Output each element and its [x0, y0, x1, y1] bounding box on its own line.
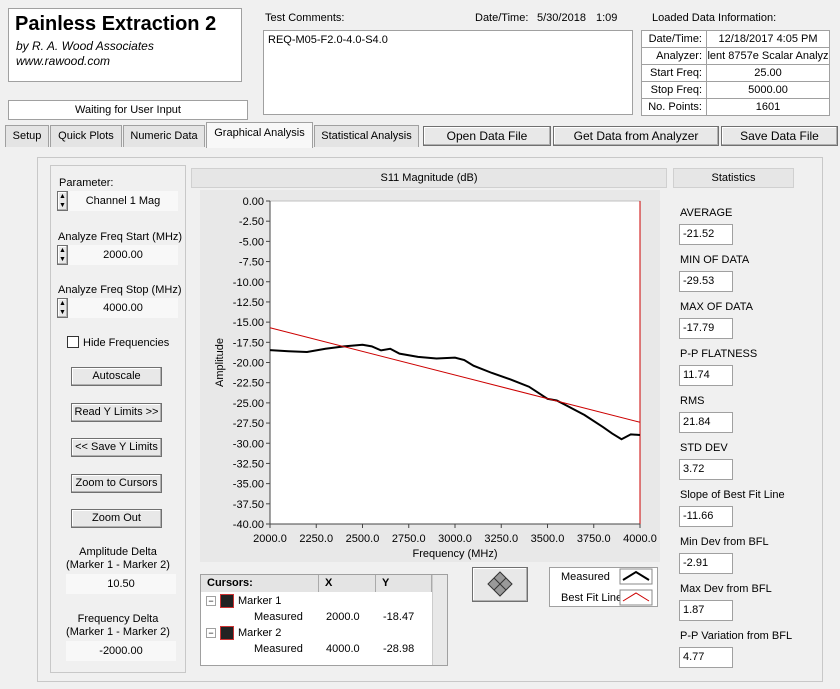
app-url: www.rawood.com: [16, 54, 111, 68]
loaded-value: 12/18/2017 4:05 PM: [706, 30, 830, 48]
marker-icon: [220, 626, 234, 640]
stat-value: -29.53: [679, 271, 733, 292]
trace-name: Measured: [254, 643, 303, 655]
expander[interactable]: −: [206, 596, 216, 606]
control-button[interactable]: Read Y Limits >>: [71, 402, 162, 422]
checkbox[interactable]: [67, 336, 79, 348]
hide-label: Hide Frequencies: [83, 337, 170, 349]
cursor-header: Y: [376, 575, 432, 592]
parameter-label: Parameter:: [59, 177, 114, 189]
cursor-header: Cursors:: [201, 575, 319, 592]
start-input[interactable]: 2000.00: [68, 245, 178, 265]
app-title: Painless Extraction 2: [15, 13, 217, 35]
stat-value: 4.77: [679, 647, 733, 668]
loaded-label: Date/Time:: [641, 30, 707, 48]
stat-value: -11.66: [679, 506, 733, 527]
datetime-label: Date/Time:: [475, 12, 529, 24]
stats-header: Statistics: [673, 168, 794, 188]
stat-value: -2.91: [679, 553, 733, 574]
trace-name: Measured: [254, 611, 303, 623]
loaded-title: Loaded Data Information:: [652, 12, 777, 24]
cursor-move-button[interactable]: [472, 567, 528, 602]
marker-icon: [220, 594, 234, 608]
comments-label: Test Comments:: [265, 12, 345, 24]
tab[interactable]: Statistical Analysis: [314, 125, 419, 147]
stat-label: P-P FLATNESS: [680, 348, 758, 360]
stop-input[interactable]: 4000.00: [68, 298, 178, 318]
stat-label: Slope of Best Fit Line: [680, 489, 785, 501]
expander[interactable]: −: [206, 628, 216, 638]
marker-name: Marker 1: [238, 595, 282, 607]
control-button[interactable]: << Save Y Limits: [71, 438, 162, 457]
action-button[interactable]: Get Data from Analyzer: [553, 126, 719, 146]
tab[interactable]: Graphical Analysis: [206, 122, 313, 148]
cursor-y: -28.98: [383, 643, 415, 655]
date: 5/30/2018: [537, 12, 586, 24]
logo-box: Painless Extraction 2 by R. A. Wood Asso…: [8, 8, 242, 82]
cursor-x: 4000.0: [326, 643, 360, 655]
action-button[interactable]: Open Data File: [423, 126, 551, 146]
loaded-value: 1601: [706, 98, 830, 116]
cursor-y: -18.47: [383, 611, 415, 623]
stat-value: 21.84: [679, 412, 733, 433]
stop-label: Analyze Freq Stop (MHz): [58, 284, 182, 296]
loaded-value: 5000.00: [706, 81, 830, 99]
scrollbar[interactable]: [432, 575, 447, 665]
stat-label: STD DEV: [680, 442, 728, 454]
time: 1:09: [596, 12, 618, 24]
diamond-icon: [487, 571, 513, 597]
stat-label: AVERAGE: [680, 207, 733, 219]
control-button[interactable]: Autoscale: [71, 367, 162, 386]
stat-value: 11.74: [679, 365, 733, 386]
cursor-header: X: [319, 575, 376, 592]
stat-label: P-P Variation from BFL: [680, 630, 793, 642]
app-subtitle: by R. A. Wood Associates: [16, 39, 154, 53]
stat-label: MAX OF DATA: [680, 301, 753, 313]
amp-label: Amplitude Delta: [79, 546, 157, 558]
amp-value: 10.50: [66, 574, 176, 594]
stat-value: 1.87: [679, 600, 733, 621]
freq-sub: (Marker 1 - Marker 2): [66, 626, 170, 638]
freq-label: Frequency Delta: [77, 613, 159, 625]
stat-value: -17.79: [679, 318, 733, 339]
stat-label: Min Dev from BFL: [680, 536, 769, 548]
comments-text[interactable]: REQ-M05-F2.0-4.0-S4.0: [263, 30, 633, 115]
spinner[interactable]: ▲ ▼: [57, 245, 68, 265]
amp-sub: (Marker 1 - Marker 2): [66, 559, 170, 571]
plot-area: [200, 190, 660, 562]
freq-value: -2000.00: [66, 641, 176, 661]
legend-box: [549, 567, 658, 607]
stat-label: MIN OF DATA: [680, 254, 750, 266]
spinner[interactable]: ▲ ▼: [57, 191, 68, 211]
tab[interactable]: Quick Plots: [50, 125, 122, 147]
stat-label: Max Dev from BFL: [680, 583, 772, 595]
start-label: Analyze Freq Start (MHz): [58, 231, 183, 243]
stat-value: -21.52: [679, 224, 733, 245]
marker-name: Marker 2: [238, 627, 282, 639]
tab[interactable]: Setup: [5, 125, 49, 147]
stat-value: 3.72: [679, 459, 733, 480]
loaded-label: Analyzer:: [641, 47, 707, 65]
loaded-value: lent 8757e Scalar Analyz: [706, 47, 830, 65]
loaded-label: Stop Freq:: [641, 81, 707, 99]
control-button[interactable]: Zoom Out: [71, 509, 162, 528]
loaded-label: No. Points:: [641, 98, 707, 116]
stat-label: RMS: [680, 395, 705, 407]
action-button[interactable]: Save Data File: [721, 126, 838, 146]
plot-header: S11 Magnitude (dB): [191, 168, 667, 188]
loaded-label: Start Freq:: [641, 64, 707, 82]
loaded-value: 25.00: [706, 64, 830, 82]
parameter-select[interactable]: Channel 1 Mag: [68, 191, 178, 211]
control-button[interactable]: Zoom to Cursors: [71, 473, 162, 493]
spinner[interactable]: ▲ ▼: [57, 298, 68, 318]
cursor-x: 2000.0: [326, 611, 360, 623]
status-box: Waiting for User Input: [8, 100, 248, 120]
tab[interactable]: Numeric Data: [123, 125, 205, 147]
